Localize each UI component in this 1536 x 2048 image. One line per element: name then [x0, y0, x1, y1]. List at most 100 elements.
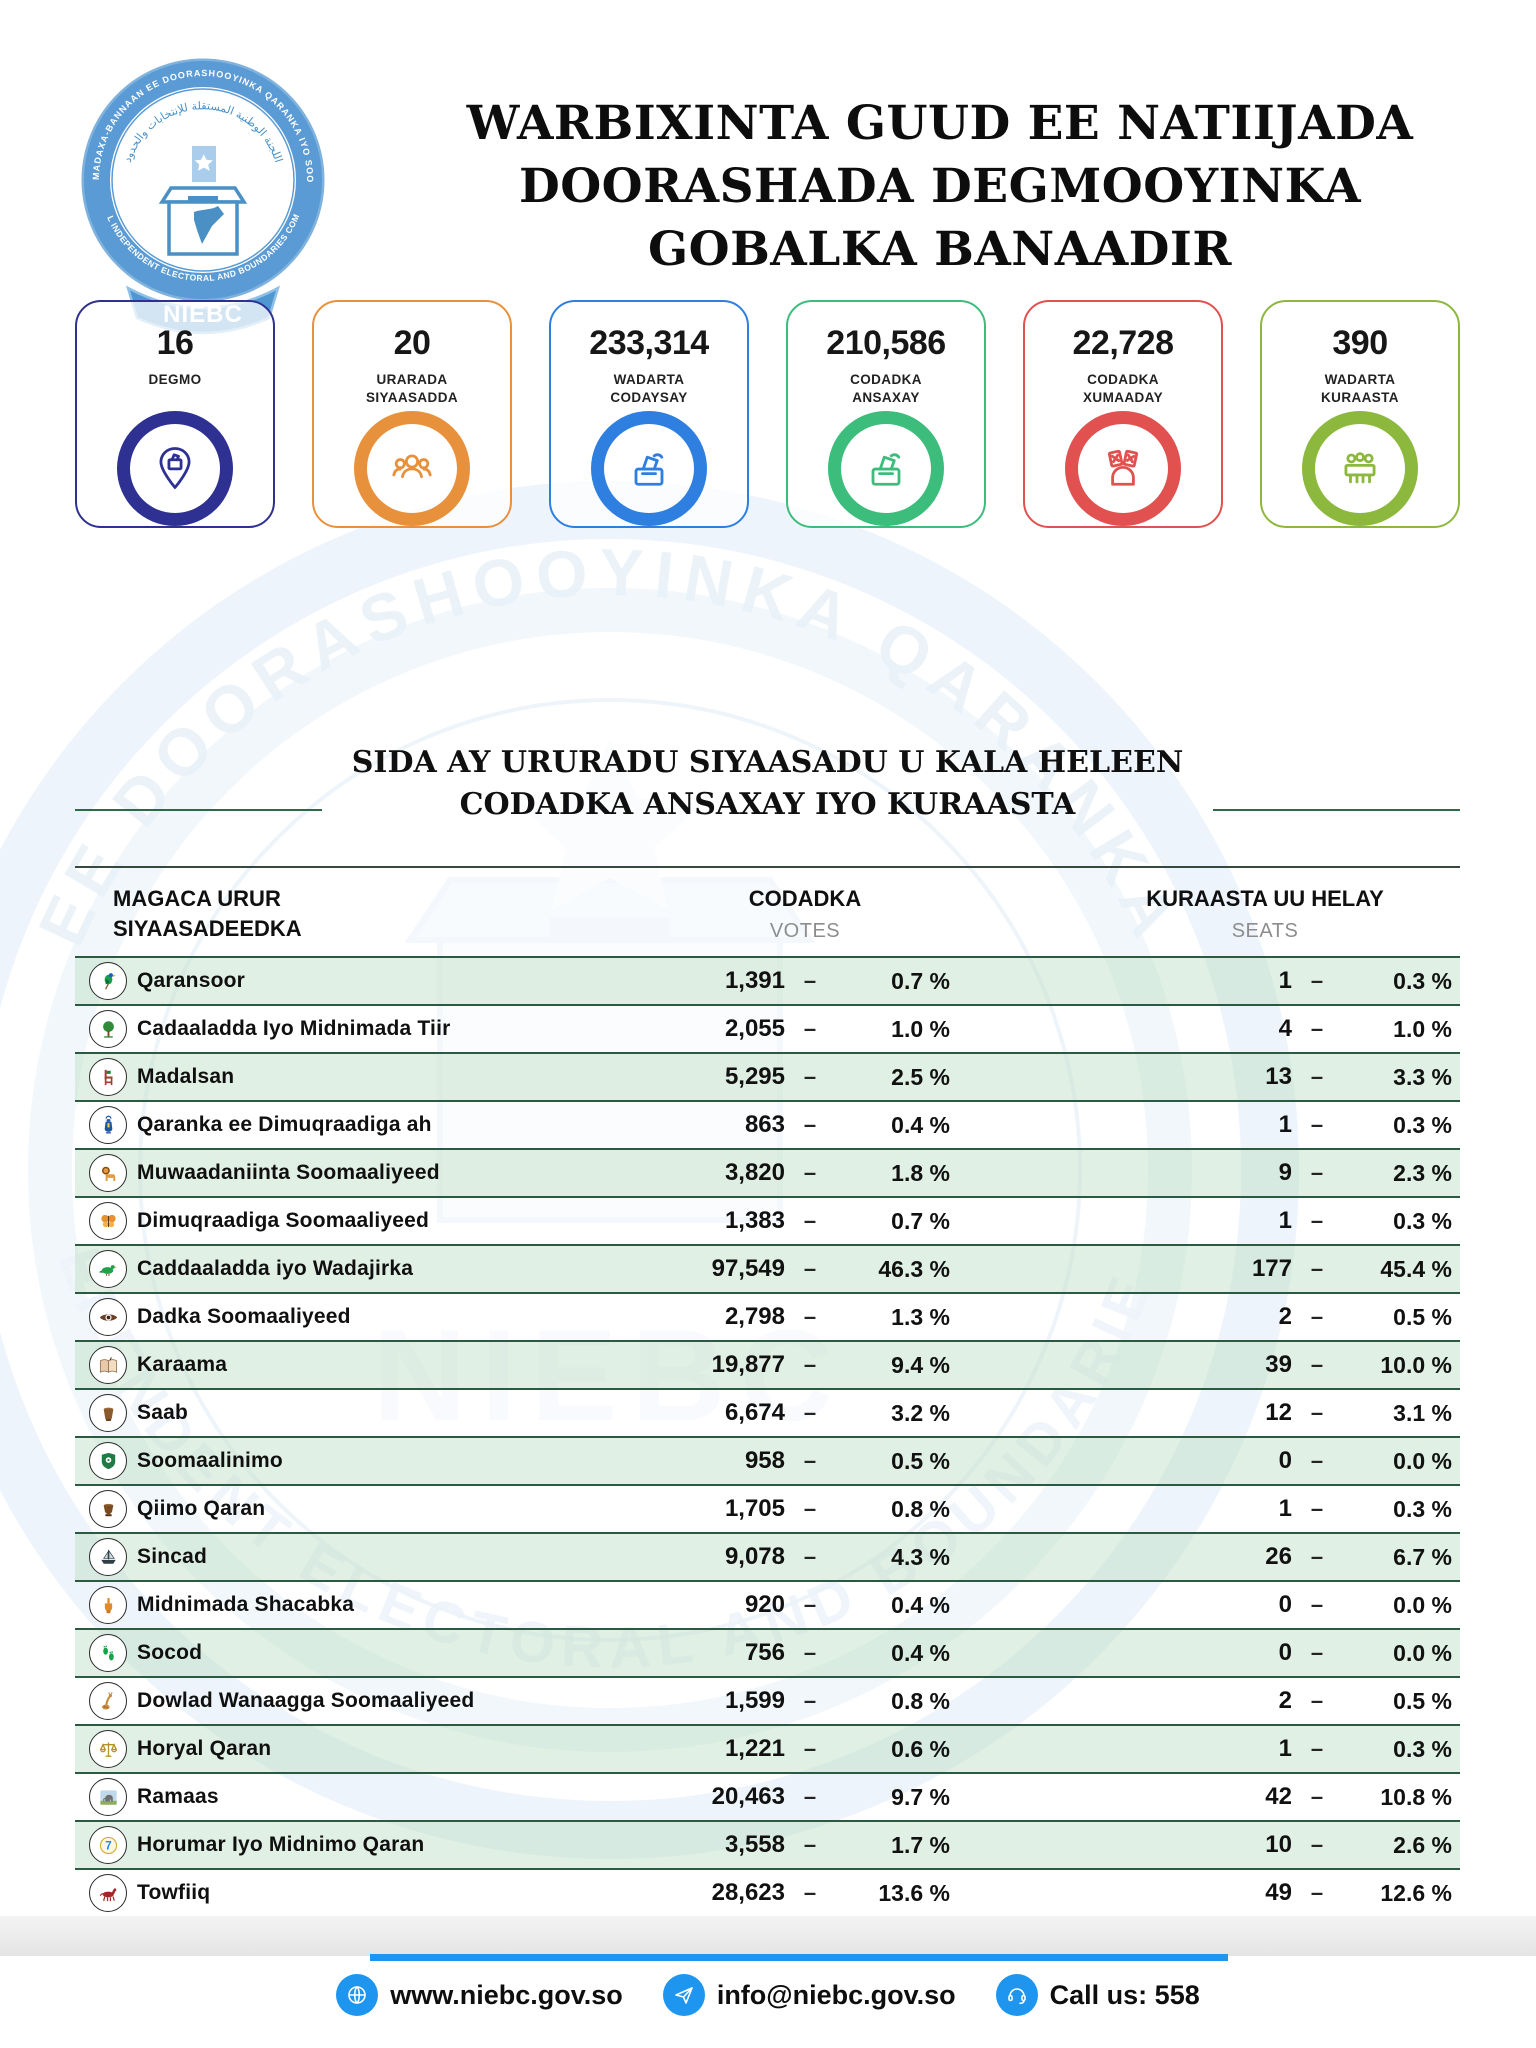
horse-icon: [89, 1874, 127, 1912]
party-votes-pct: 9.7 %: [891, 1783, 950, 1810]
dash: –: [1310, 1496, 1324, 1521]
table-row-soomaalinimo: Soomaalinimo 958 – 0.5 % 0 – 0.0 %: [75, 1438, 1460, 1486]
website-link[interactable]: www.niebc.gov.so: [336, 1974, 623, 2016]
party-votes: 958: [744, 1447, 785, 1474]
ballot-box-valid-icon: [828, 410, 944, 526]
dash: –: [1310, 1784, 1324, 1809]
party-seats-pct: 2.6 %: [1393, 1831, 1452, 1858]
party-votes-pct: 0.8 %: [891, 1495, 950, 1522]
party-votes-pct: 13.6 %: [878, 1879, 950, 1906]
stat-label: WADARTA CODAYSAY: [610, 372, 688, 405]
party-seats: 1: [1278, 1735, 1292, 1762]
stat-label: CODADKA XUMAADAY: [1083, 372, 1163, 405]
party-seats-pct: 0.3 %: [1393, 967, 1452, 994]
party-seats: 49: [1265, 1879, 1292, 1906]
party-votes: 28,623: [711, 1879, 785, 1906]
party-seats-pct: 0.0 %: [1393, 1591, 1452, 1618]
butterfly-icon: [89, 1202, 127, 1240]
party-name: Towfiiq: [137, 1881, 211, 1904]
party-seats-pct: 0.0 %: [1393, 1447, 1452, 1474]
party-seats-pct: 45.4 %: [1380, 1255, 1452, 1282]
left-rule: [75, 808, 322, 811]
party-name: Dimuqraadiga Soomaaliyeed: [137, 1209, 430, 1232]
mortar-icon: [89, 1490, 127, 1528]
party-seats-pct: 0.3 %: [1393, 1111, 1452, 1138]
table-row-horyal-qaran: Horyal Qaran 1,221 – 0.6 % 1 – 0.3 %: [75, 1726, 1460, 1774]
dash: –: [803, 1448, 817, 1473]
footer-strip: [0, 1916, 1536, 1956]
party-seats-pct: 0.0 %: [1393, 1639, 1452, 1666]
party-seats: 1: [1278, 967, 1292, 994]
dash: –: [803, 1784, 817, 1809]
party-votes-pct: 2.5 %: [891, 1063, 950, 1090]
headset-icon: [995, 1974, 1038, 2016]
table-row-dowlad-wanaagga: Dowlad Wanaagga Soomaaliyeed 1,599 – 0.8…: [75, 1678, 1460, 1726]
party-name: Dowlad Wanaagga Soomaaliyeed: [137, 1689, 475, 1712]
party-votes-pct: 0.6 %: [891, 1735, 950, 1762]
party-name: Soomaalinimo: [137, 1449, 283, 1472]
party-seats: 1: [1278, 1207, 1292, 1234]
chair-icon: [89, 1058, 127, 1096]
table-row-socod: Socod 756 – 0.4 % 0 – 0.0 %: [75, 1630, 1460, 1678]
party-seats-pct: 0.3 %: [1393, 1207, 1452, 1234]
table-row-ramaas: Ramaas 20,463 – 9.7 % 42 – 10.8 %: [75, 1774, 1460, 1822]
bird-icon: [89, 962, 127, 1000]
party-seats: 2: [1278, 1687, 1292, 1714]
dash: –: [1310, 1304, 1324, 1329]
lantern-icon: [89, 1106, 127, 1144]
footprints-icon: [89, 1634, 127, 1672]
party-seats: 26: [1265, 1543, 1292, 1570]
party-votes-pct: 0.4 %: [891, 1639, 950, 1666]
title-line-1: WARBIXINTA GUUD EE NATIIJADA: [466, 96, 1414, 151]
dash: –: [1310, 1592, 1324, 1617]
paper-plane-icon: [662, 1974, 705, 2016]
party-votes-pct: 46.3 %: [878, 1255, 950, 1282]
stat-label: CODADKA ANSAXAY: [850, 372, 922, 405]
table-body: Qaransoor 1,391 – 0.7 % 1 – 0.3 % Cadaal…: [75, 956, 1460, 1918]
email-link[interactable]: info@niebc.gov.so: [662, 1974, 956, 2016]
open-book-icon: [89, 1346, 127, 1384]
dash: –: [803, 1496, 817, 1521]
dash: –: [803, 968, 817, 993]
table-row-wadajirka: Caddaaladda iyo Wadajirka 97,549 – 46.3 …: [75, 1246, 1460, 1294]
table-row-tiir: Cadaaladda Iyo Midnimada Tiir 2,055 – 1.…: [75, 1006, 1460, 1054]
giraffe-icon: [89, 1682, 127, 1720]
party-seats: 9: [1278, 1159, 1292, 1186]
party-seats-pct: 0.5 %: [1393, 1687, 1452, 1714]
dash: –: [803, 1160, 817, 1185]
party-votes: 97,549: [711, 1255, 785, 1282]
people-group-icon: [354, 410, 470, 526]
dash: –: [1310, 968, 1324, 993]
dash: –: [1310, 1352, 1324, 1377]
party-seats: 12: [1265, 1399, 1292, 1426]
party-votes-pct: 1.3 %: [891, 1303, 950, 1330]
party-seats-pct: 0.3 %: [1393, 1495, 1452, 1522]
dash: –: [803, 1400, 817, 1425]
dash: –: [1310, 1112, 1324, 1137]
stat-label: DEGMO: [148, 372, 202, 387]
right-rule: [1213, 808, 1460, 811]
dash: –: [803, 1256, 817, 1281]
raised-hand-icon: [89, 1586, 127, 1624]
stat-card-ansaxay: 210,586 CODADKA ANSAXAY: [786, 300, 986, 528]
party-votes: 920: [744, 1591, 785, 1618]
results-table: MAGACA URUR SIYAASADEEDKA CODADKA VOTES KU…: [75, 866, 1460, 1918]
party-votes-pct: 0.4 %: [891, 1111, 950, 1138]
table-row-qaransoor: Qaransoor 1,391 – 0.7 % 1 – 0.3 %: [75, 958, 1460, 1006]
party-name: Ramaas: [137, 1785, 219, 1808]
stat-value: 390: [1332, 324, 1388, 362]
stat-label: URARADA SIYAASADDA: [365, 372, 459, 405]
party-votes: 2,055: [724, 1015, 785, 1042]
party-seats-pct: 3.3 %: [1393, 1063, 1452, 1090]
eye-icon: [89, 1298, 127, 1336]
dash: –: [803, 1112, 817, 1137]
dash: –: [803, 1304, 817, 1329]
dash: –: [1310, 1064, 1324, 1089]
party-votes: 2,798: [724, 1303, 785, 1330]
location-pin-ballot-icon: [117, 410, 233, 526]
parliament-seats-icon: [1302, 410, 1418, 526]
party-votes-pct: 3.2 %: [891, 1399, 950, 1426]
party-seats: 39: [1265, 1351, 1292, 1378]
ballot-box-vote-icon: [591, 410, 707, 526]
party-name: Saab: [137, 1401, 188, 1424]
